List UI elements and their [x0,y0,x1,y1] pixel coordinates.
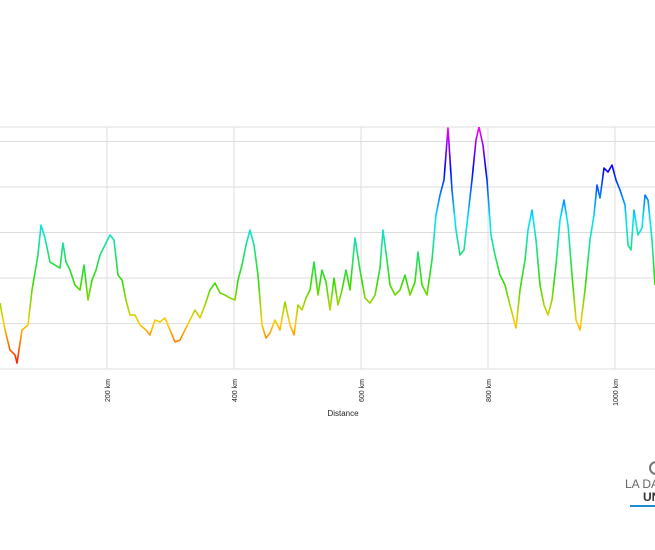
x-tick-label: 600 km [359,379,366,402]
x-tick-label: 800 km [486,379,493,402]
x-tick-label: 200 km [105,379,112,402]
logo-text: LA DA [625,477,655,491]
x-tick-label: 1000 km [613,379,620,406]
logo-icon [649,461,655,475]
elevation-line [0,127,655,364]
logo-text: UN [643,490,655,504]
x-tick-label: 400 km [232,379,239,402]
x-axis-label: Distance [327,409,359,418]
